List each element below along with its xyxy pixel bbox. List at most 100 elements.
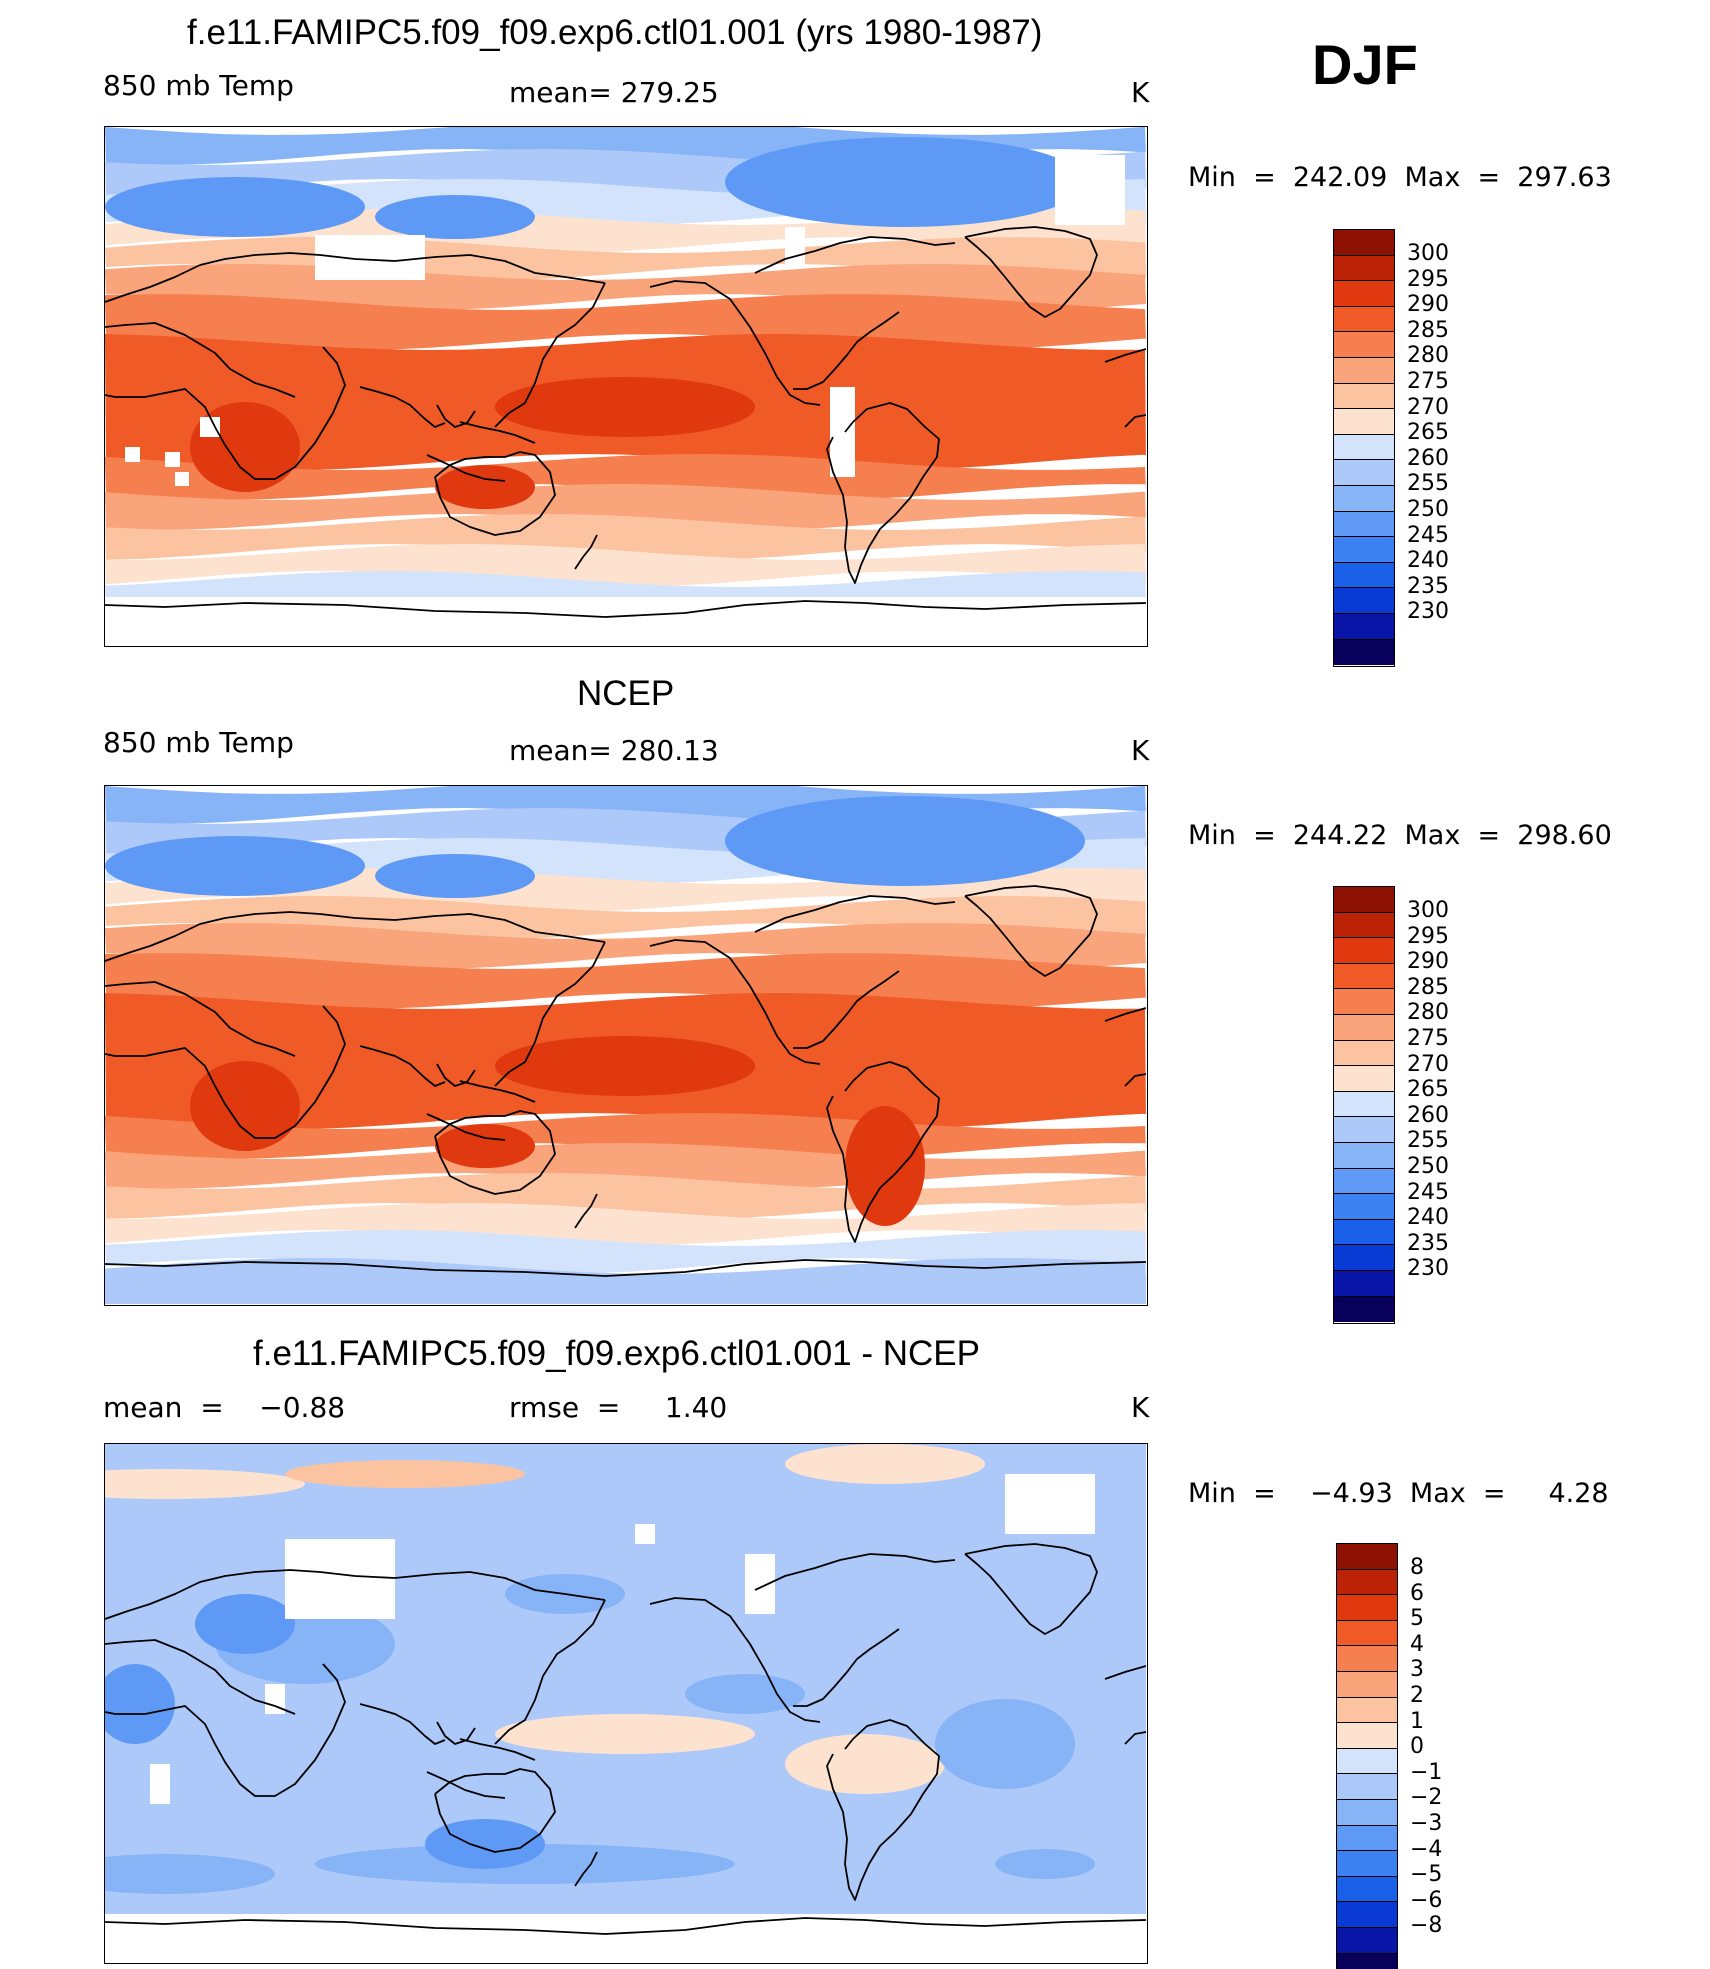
- colorbar-tick-label: 275: [1407, 1026, 1449, 1051]
- colorbar-swatch: [1337, 1569, 1397, 1596]
- colorbar-swatch: [1337, 1876, 1397, 1903]
- colorbar-swatch: [1337, 1620, 1397, 1647]
- colorbar-tick-label: 235: [1407, 1230, 1449, 1256]
- cold-region: [105, 177, 365, 237]
- panel-1-units: K: [1131, 76, 1150, 109]
- masked-region: [150, 1764, 170, 1804]
- temperature-band: [105, 544, 1146, 587]
- colorbar-swatch: [1334, 409, 1394, 435]
- coastline: [105, 1639, 296, 1715]
- colorbar-tick-label: −3: [1410, 1811, 1443, 1836]
- coastline: [426, 1771, 506, 1799]
- colorbar-tick-label: −5: [1410, 1862, 1443, 1888]
- coastline: [494, 282, 606, 428]
- colorbar-tick-label: 4: [1410, 1631, 1424, 1657]
- coastline: [793, 1628, 900, 1707]
- colorbar-swatch: [1337, 1748, 1397, 1775]
- colorbar-swatch: [1334, 357, 1394, 384]
- coastline: [574, 1193, 598, 1229]
- panel-2-map: [104, 785, 1148, 1306]
- masked-region: [785, 227, 805, 267]
- colorbar-swatch: [1337, 1851, 1397, 1877]
- masked-region: [1055, 155, 1125, 225]
- anomaly-region: [425, 1819, 545, 1869]
- anomaly-region: [935, 1699, 1075, 1789]
- masked-region: [175, 472, 189, 486]
- anomaly-region: [105, 1469, 305, 1499]
- temperature-band: [105, 1173, 1146, 1219]
- polar-band: [105, 1274, 1146, 1304]
- coastline: [964, 226, 1098, 318]
- masked-region: [745, 1554, 775, 1614]
- coastline: [434, 1110, 556, 1195]
- coastline: [793, 311, 900, 390]
- colorbar-swatch: [1334, 1091, 1394, 1118]
- season-label: DJF: [1312, 33, 1418, 96]
- colorbar-swatch: [1334, 460, 1394, 486]
- colorbar-swatch: [1334, 562, 1394, 589]
- colorbar-swatch: [1334, 1194, 1394, 1220]
- temperature-band: [105, 1203, 1146, 1246]
- colorbar-tick-label: −4: [1410, 1836, 1443, 1862]
- colorbar-swatch: [1334, 1168, 1394, 1195]
- temperature-band: [105, 514, 1146, 560]
- temperature-band: [105, 838, 1146, 884]
- coastline: [105, 252, 606, 303]
- panel-1-variable: 850 mb Temp: [103, 69, 294, 102]
- anomaly-region: [105, 1664, 175, 1744]
- colorbar-tick-label: 240: [1407, 1205, 1449, 1231]
- coastline: [754, 895, 956, 933]
- colorbar-swatch: [1334, 332, 1394, 358]
- colorbar-tick-label: 290: [1407, 949, 1449, 975]
- panel-1-min-max: Min = 242.09 Max = 297.63: [1188, 162, 1612, 193]
- coastline: [649, 939, 821, 1065]
- colorbar-tick-label: 240: [1407, 548, 1449, 574]
- coastline: [105, 600, 1146, 618]
- masked-region: [105, 597, 1146, 645]
- coastline: [426, 1113, 506, 1141]
- colorbar-tick-label: 255: [1407, 471, 1449, 497]
- panel-3-colorbar: [1336, 1543, 1398, 1969]
- coastline: [1104, 1007, 1146, 1022]
- coastline: [105, 322, 296, 398]
- coastline: [964, 885, 1098, 977]
- colorbar-swatch: [1334, 1142, 1394, 1169]
- coastline: [793, 970, 900, 1049]
- colorbar-tick-label: 260: [1407, 445, 1449, 471]
- colorbar-tick-label: 230: [1407, 1256, 1449, 1282]
- colorbar-swatch: [1337, 1697, 1397, 1724]
- colorbar-swatch: [1334, 887, 1394, 913]
- coastline: [649, 1597, 821, 1723]
- coastline: [964, 1543, 1098, 1635]
- colorbar-tick-label: −1: [1410, 1759, 1443, 1785]
- masked-region: [105, 1914, 1146, 1962]
- anomaly-region: [495, 1714, 755, 1754]
- coastline: [105, 1005, 346, 1139]
- panel-3-map: [104, 1443, 1148, 1964]
- colorbar-tick-label: 265: [1407, 420, 1449, 446]
- coastline: [359, 386, 446, 428]
- colorbar-swatch: [1334, 485, 1394, 512]
- coastline: [1124, 1073, 1146, 1087]
- temperature-band: [105, 808, 1146, 854]
- coastline: [105, 346, 346, 480]
- colorbar-tick-label: 285: [1407, 317, 1449, 343]
- cold-region: [725, 796, 1085, 886]
- panel-2-min-max: Min = 244.22 Max = 298.60: [1188, 820, 1612, 851]
- coastline: [1104, 1665, 1146, 1680]
- cold-region: [725, 137, 1085, 227]
- masked-region: [285, 1539, 395, 1619]
- coastline: [649, 280, 821, 406]
- colorbar-swatch: [1334, 912, 1394, 939]
- panel-2-variable: 850 mb Temp: [103, 726, 294, 759]
- colorbar-swatch: [1334, 1219, 1394, 1246]
- coastline: [436, 1721, 476, 1745]
- warm-region: [190, 1061, 300, 1151]
- coastline: [426, 454, 506, 482]
- colorbar-swatch: [1334, 1270, 1394, 1297]
- colorbar-tick-label: 280: [1407, 1000, 1449, 1026]
- colorbar-tick-label: 300: [1407, 898, 1449, 923]
- colorbar-tick-label: −6: [1410, 1887, 1443, 1913]
- colorbar-swatch: [1334, 639, 1394, 666]
